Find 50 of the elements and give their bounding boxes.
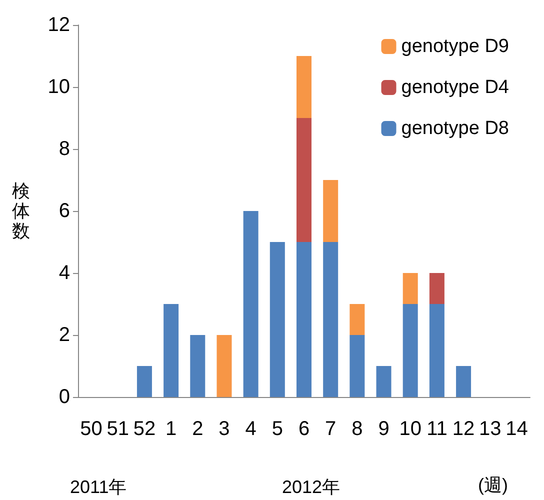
- x-tick-label: 50: [80, 418, 102, 440]
- x-tick-label: 12: [452, 418, 475, 440]
- legend-label: genotype D4: [401, 77, 510, 98]
- bar: [456, 366, 472, 397]
- y-tick-label: 6: [58, 200, 70, 222]
- x-tick-label: 10: [399, 418, 422, 440]
- bar: [243, 211, 258, 397]
- x-tick-label: 51: [106, 418, 130, 440]
- bar: [350, 304, 365, 335]
- bar: [350, 335, 365, 397]
- x-tick-label: 4: [245, 418, 256, 440]
- bar: [164, 304, 179, 397]
- x-tick-label: 14: [506, 418, 528, 440]
- x-tick-label: 9: [378, 418, 390, 440]
- bar: [376, 366, 392, 397]
- x-tick-label: 3: [218, 418, 230, 440]
- y-tick-label: 12: [48, 14, 70, 36]
- bar: [402, 304, 418, 397]
- bar: [296, 242, 312, 397]
- legend-label: genotype D9: [401, 36, 510, 57]
- x-tick-label: 7: [325, 418, 336, 440]
- bar: [190, 335, 206, 397]
- bar: [323, 242, 338, 397]
- y-tick-label: 0: [58, 386, 70, 408]
- x-tick-label: 5: [272, 418, 283, 440]
- bar: [216, 335, 232, 397]
- x-tick-label: 52: [133, 418, 156, 440]
- x-tick-label: 8: [352, 418, 363, 440]
- bar: [270, 242, 285, 397]
- y-tick-label: 4: [58, 262, 70, 284]
- x-tick-label: 11: [426, 418, 448, 440]
- bar: [296, 118, 312, 242]
- bar: [323, 180, 338, 242]
- text: 2011年: [70, 477, 127, 497]
- y-tick-label: 2: [58, 324, 70, 346]
- x-tick-label: 2: [192, 418, 204, 440]
- y-tick-label: 10: [48, 76, 70, 98]
- x-tick-label: 1: [165, 418, 177, 440]
- bar: [136, 366, 152, 397]
- bar: [429, 304, 444, 397]
- text: 2012年: [282, 477, 340, 497]
- x-tick-label: 6: [298, 418, 310, 440]
- x-tick-label: 13: [478, 418, 502, 440]
- bar: [296, 56, 312, 118]
- y-tick-label: 8: [58, 138, 70, 160]
- y-axis-title: 検体数: [12, 181, 30, 241]
- bar: [429, 273, 444, 304]
- legend-label: genotype D8: [401, 118, 510, 139]
- text: (週): [478, 475, 508, 495]
- bar: [402, 273, 418, 304]
